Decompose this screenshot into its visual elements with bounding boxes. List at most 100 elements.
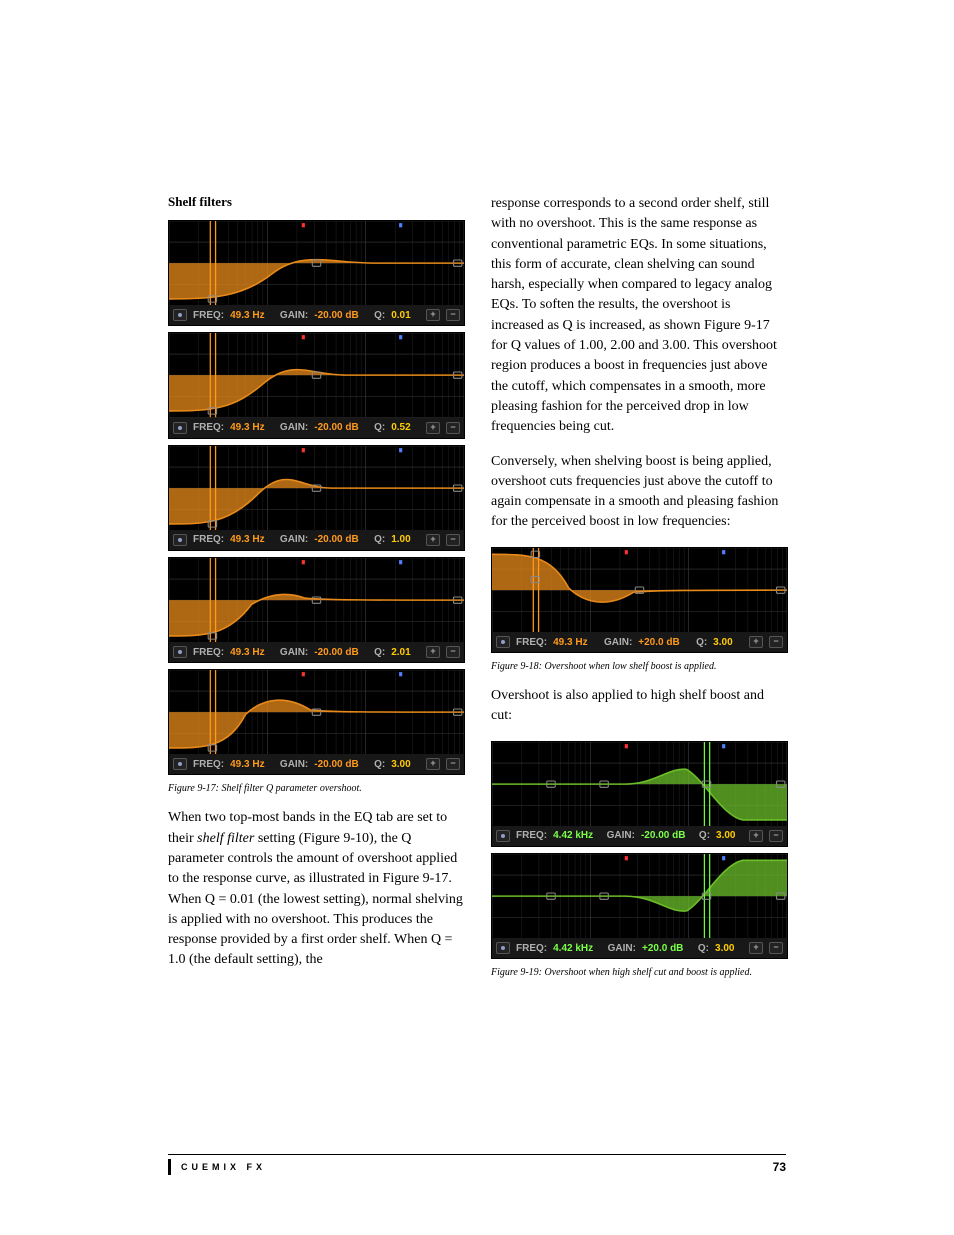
zoom-out-icon[interactable]: − xyxy=(446,758,460,770)
footer-title: CUEMIX FX xyxy=(168,1159,266,1175)
fig-9-18-caption: Figure 9-18: Overshoot when low shelf bo… xyxy=(491,661,786,672)
freq-value[interactable]: 49.3 Hz xyxy=(230,759,264,770)
zoom-out-icon[interactable]: − xyxy=(446,534,460,546)
zoom-in-icon[interactable]: + xyxy=(426,758,440,770)
freq-value[interactable]: 49.3 Hz xyxy=(230,422,264,433)
band-enable-toggle[interactable] xyxy=(173,534,187,546)
para-right-3: Overshoot is also applied to high shelf … xyxy=(491,686,786,727)
eq-graph: FREQ: 49.3 Hz GAIN: -20.00 dB Q: 0.52 +− xyxy=(168,332,465,438)
freq-value[interactable]: 4.42 kHz xyxy=(553,943,593,954)
band-enable-toggle[interactable] xyxy=(173,646,187,658)
gain-value[interactable]: -20.00 dB xyxy=(314,647,358,658)
zoom-out-icon[interactable]: − xyxy=(446,646,460,658)
eq-readout: FREQ: 49.3 Hz GAIN: -20.00 dB Q: 0.01 +− xyxy=(169,305,464,325)
eq-plot xyxy=(169,333,464,417)
right-column: response corresponds to a second order s… xyxy=(491,194,786,992)
eq-plot xyxy=(169,670,464,754)
zoom-out-icon[interactable]: − xyxy=(446,309,460,321)
fig-9-18: FREQ: 49.3 Hz GAIN: +20.0 dB Q: 3.00 +− xyxy=(491,547,786,653)
q-label: Q: xyxy=(374,310,385,321)
freq-value[interactable]: 49.3 Hz xyxy=(230,647,264,658)
zoom-in-icon[interactable]: + xyxy=(749,830,763,842)
gain-value[interactable]: -20.00 dB xyxy=(641,830,685,841)
fig-9-17-caption: Figure 9-17: Shelf filter Q parameter ov… xyxy=(168,783,463,794)
eq-readout: FREQ: 4.42 kHz GAIN: +20.0 dB Q: 3.00 +− xyxy=(492,938,787,958)
para-left-1: When two top-most bands in the EQ tab ar… xyxy=(168,808,463,970)
zoom-out-icon[interactable]: − xyxy=(769,830,783,842)
gain-label: GAIN: xyxy=(280,310,308,321)
para-right-1: response corresponds to a second order s… xyxy=(491,194,786,438)
eq-readout: FREQ: 4.42 kHz GAIN: -20.00 dB Q: 3.00 +… xyxy=(492,826,787,846)
zoom-in-icon[interactable]: + xyxy=(749,942,763,954)
q-value[interactable]: 0.01 xyxy=(391,310,410,321)
q-label: Q: xyxy=(374,759,385,770)
para-right-2: Conversely, when shelving boost is being… xyxy=(491,452,786,533)
eq-readout: FREQ: 49.3 Hz GAIN: +20.0 dB Q: 3.00 +− xyxy=(492,632,787,652)
freq-label: FREQ: xyxy=(516,943,547,954)
eq-plot xyxy=(492,854,787,938)
gain-value[interactable]: -20.00 dB xyxy=(314,422,358,433)
zoom-in-icon[interactable]: + xyxy=(426,534,440,546)
eq-graph: FREQ: 49.3 Hz GAIN: -20.00 dB Q: 1.00 +− xyxy=(168,445,465,551)
q-value[interactable]: 3.00 xyxy=(391,759,410,770)
gain-value[interactable]: -20.00 dB xyxy=(314,534,358,545)
section-heading: Shelf filters xyxy=(168,194,463,210)
freq-label: FREQ: xyxy=(193,647,224,658)
q-value[interactable]: 3.00 xyxy=(716,830,735,841)
q-value[interactable]: 2.01 xyxy=(391,647,410,658)
eq-graph: FREQ: 49.3 Hz GAIN: -20.00 dB Q: 2.01 +− xyxy=(168,557,465,663)
q-value[interactable]: 3.00 xyxy=(715,943,734,954)
left-column: Shelf filters FREQ: 49.3 Hz GAIN: -20.00… xyxy=(168,194,463,992)
freq-label: FREQ: xyxy=(193,422,224,433)
freq-label: FREQ: xyxy=(193,534,224,545)
zoom-out-icon[interactable]: − xyxy=(769,636,783,648)
eq-plot xyxy=(492,742,787,826)
zoom-out-icon[interactable]: − xyxy=(769,942,783,954)
gain-value[interactable]: +20.0 dB xyxy=(642,943,683,954)
gain-label: GAIN: xyxy=(607,830,635,841)
eq-readout: FREQ: 49.3 Hz GAIN: -20.00 dB Q: 1.00 +− xyxy=(169,530,464,550)
freq-label: FREQ: xyxy=(516,637,547,648)
fig-9-17: FREQ: 49.3 Hz GAIN: -20.00 dB Q: 0.01 +−… xyxy=(168,220,463,775)
gain-label: GAIN: xyxy=(604,637,632,648)
zoom-in-icon[interactable]: + xyxy=(426,646,440,658)
q-value[interactable]: 1.00 xyxy=(391,534,410,545)
freq-value[interactable]: 49.3 Hz xyxy=(553,637,587,648)
q-label: Q: xyxy=(374,422,385,433)
gain-label: GAIN: xyxy=(280,759,308,770)
zoom-in-icon[interactable]: + xyxy=(426,309,440,321)
gain-label: GAIN: xyxy=(280,422,308,433)
freq-value[interactable]: 4.42 kHz xyxy=(553,830,593,841)
eq-readout: FREQ: 49.3 Hz GAIN: -20.00 dB Q: 0.52 +− xyxy=(169,418,464,438)
zoom-out-icon[interactable]: − xyxy=(446,422,460,434)
band-enable-toggle[interactable] xyxy=(173,758,187,770)
band-enable-toggle[interactable] xyxy=(496,942,510,954)
eq-graph: FREQ: 49.3 Hz GAIN: -20.00 dB Q: 0.01 +− xyxy=(168,220,465,326)
eq-plot xyxy=(169,221,464,305)
gain-value[interactable]: -20.00 dB xyxy=(314,310,358,321)
fig-9-19: FREQ: 4.42 kHz GAIN: -20.00 dB Q: 3.00 +… xyxy=(491,741,786,960)
band-enable-toggle[interactable] xyxy=(496,636,510,648)
freq-label: FREQ: xyxy=(193,310,224,321)
gain-label: GAIN: xyxy=(280,534,308,545)
gain-value[interactable]: -20.00 dB xyxy=(314,759,358,770)
band-enable-toggle[interactable] xyxy=(173,309,187,321)
q-label: Q: xyxy=(698,943,709,954)
gain-value[interactable]: +20.0 dB xyxy=(638,637,679,648)
eq-graph: FREQ: 49.3 Hz GAIN: +20.0 dB Q: 3.00 +− xyxy=(491,547,788,653)
q-value[interactable]: 0.52 xyxy=(391,422,410,433)
band-enable-toggle[interactable] xyxy=(173,422,187,434)
band-enable-toggle[interactable] xyxy=(496,830,510,842)
gain-label: GAIN: xyxy=(280,647,308,658)
freq-value[interactable]: 49.3 Hz xyxy=(230,534,264,545)
q-label: Q: xyxy=(699,830,710,841)
q-label: Q: xyxy=(374,647,385,658)
freq-value[interactable]: 49.3 Hz xyxy=(230,310,264,321)
freq-label: FREQ: xyxy=(193,759,224,770)
zoom-in-icon[interactable]: + xyxy=(749,636,763,648)
eq-readout: FREQ: 49.3 Hz GAIN: -20.00 dB Q: 3.00 +− xyxy=(169,754,464,774)
q-label: Q: xyxy=(374,534,385,545)
eq-graph: FREQ: 4.42 kHz GAIN: +20.0 dB Q: 3.00 +− xyxy=(491,853,788,959)
zoom-in-icon[interactable]: + xyxy=(426,422,440,434)
q-value[interactable]: 3.00 xyxy=(713,637,732,648)
